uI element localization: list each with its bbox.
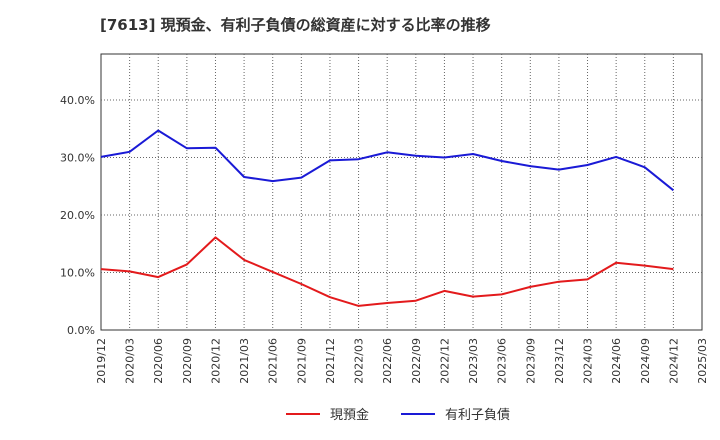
x-tick-label: 2021/09 [295, 338, 308, 384]
horizontal-grid [101, 99, 702, 273]
y-tick-label: 0.0% [67, 324, 95, 337]
x-tick-labels: 2019/12 2020/03 2020/06 2020/09 2020/12 2021/… [95, 338, 709, 384]
y-tick-label: 20.0% [60, 209, 95, 222]
x-tick-label: 2020/09 [181, 338, 194, 384]
x-tick-label: 2019/12 [95, 338, 108, 384]
x-tick-label: 2023/09 [524, 338, 537, 384]
chart-title: [7613] 現預金、有利子負債の総資産に対する比率の推移 [100, 16, 491, 34]
x-tick-label: 2020/03 [124, 338, 137, 384]
legend: 現預金 有利子負債 [286, 407, 510, 423]
legend-label-cash: 現預金 [330, 407, 369, 423]
series-layer [100, 129, 675, 307]
x-tick-label: 2020/06 [152, 338, 165, 384]
y-tick-label: 40.0% [60, 94, 95, 107]
series-line-cash [100, 236, 674, 307]
x-tick-label: 2021/06 [267, 338, 280, 384]
x-tick-label: 2023/06 [496, 338, 509, 384]
plot-frame [100, 53, 703, 331]
x-tick-label: 2024/09 [639, 338, 652, 384]
x-tick-label: 2024/06 [610, 338, 623, 384]
x-tick-label: 2020/12 [209, 338, 222, 384]
legend-label-debt: 有利子負債 [445, 408, 510, 423]
y-tick-labels: 0.0% 10.0% 20.0% 30.0% 40.0% [60, 94, 95, 337]
x-tick-label: 2025/03 [696, 338, 709, 384]
x-tick-label: 2022/06 [381, 338, 394, 384]
x-tick-label: 2024/03 [582, 338, 595, 384]
x-tick-label: 2021/12 [324, 338, 337, 384]
x-tick-label: 2023/12 [553, 338, 566, 384]
x-tick-label: 2023/03 [467, 338, 480, 384]
x-tick-label: 2021/03 [238, 338, 251, 384]
y-tick-label: 30.0% [60, 152, 95, 165]
x-tick-label: 2024/12 [667, 338, 680, 384]
y-tick-label: 10.0% [60, 267, 95, 280]
x-tick-label: 2022/12 [438, 338, 451, 384]
x-tick-label: 2022/03 [353, 338, 366, 384]
series-line-debt [100, 129, 675, 192]
x-tick-label: 2022/09 [410, 338, 423, 384]
